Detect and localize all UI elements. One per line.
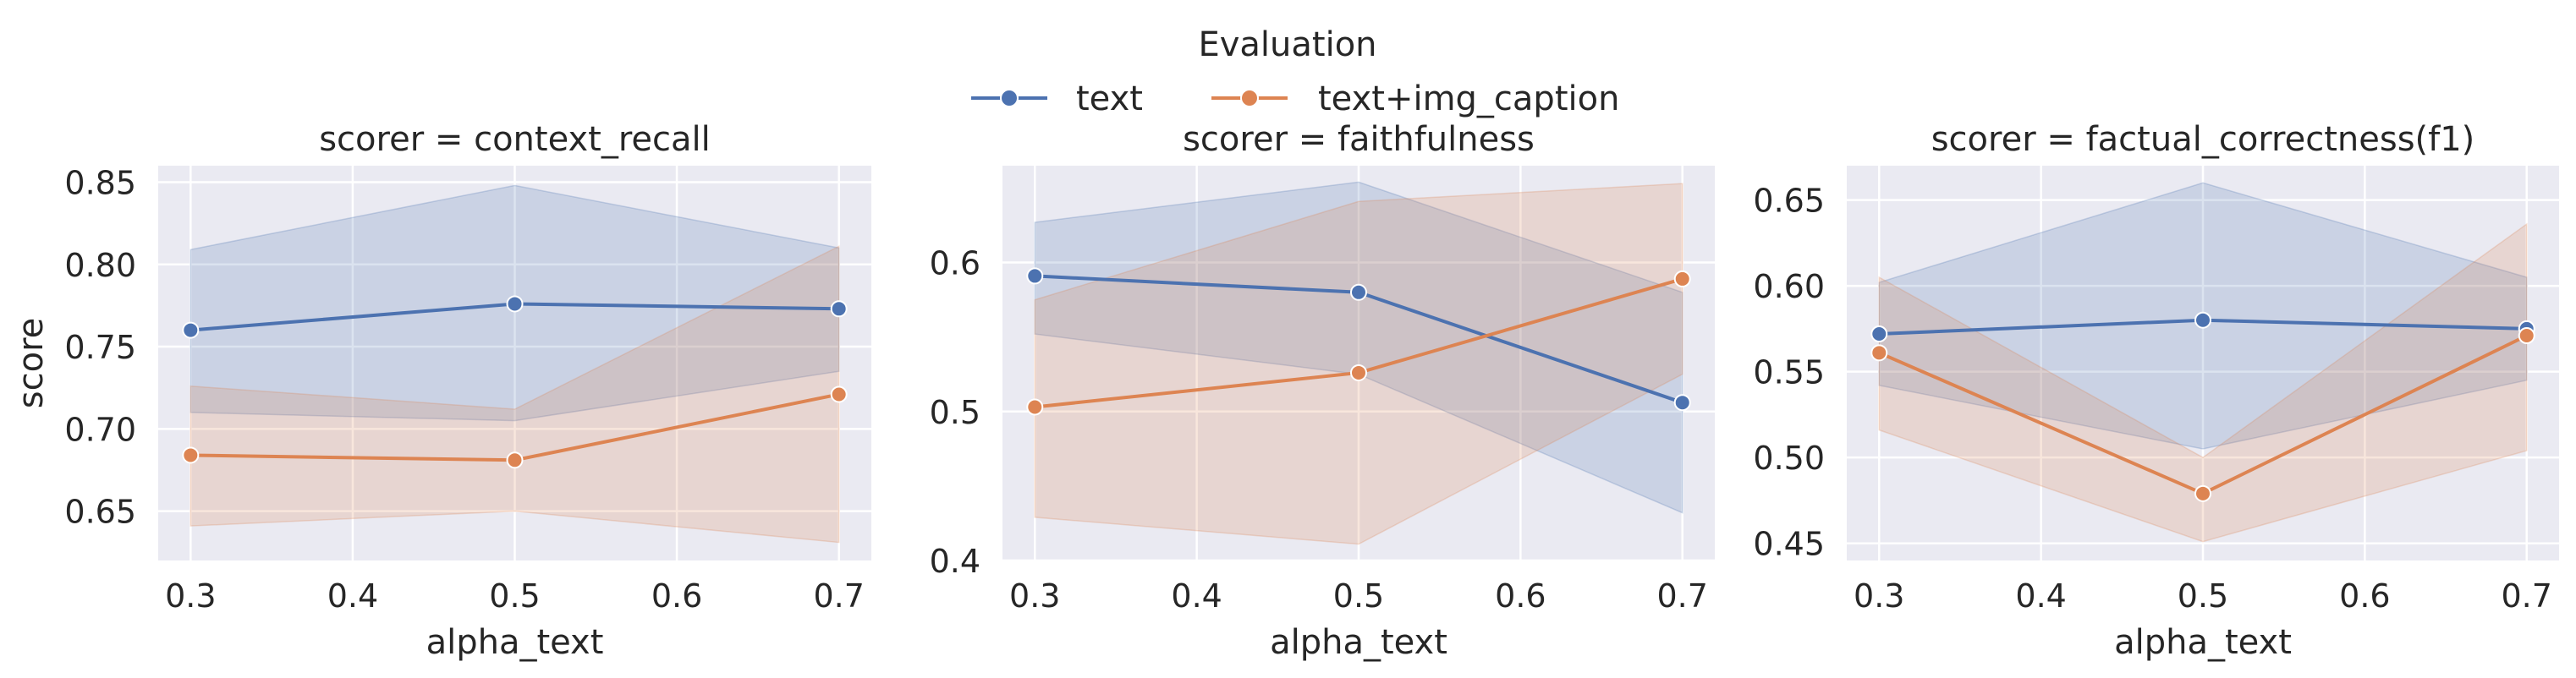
y-tick-label: 0.5 [930, 394, 980, 431]
legend-title: Evaluation [1198, 25, 1376, 64]
legend-marker [1240, 89, 1259, 107]
x-tick-label: 0.3 [1009, 577, 1060, 615]
data-point [830, 300, 848, 318]
y-tick-label: 0.4 [930, 543, 980, 580]
grid [158, 166, 871, 560]
y-tick-label: 0.70 [64, 411, 136, 448]
x-tick-label: 0.7 [2502, 577, 2552, 615]
data-point [1350, 364, 1367, 381]
x-tick-label: 0.4 [2015, 577, 2066, 615]
y-tick-label: 0.50 [1753, 440, 1825, 477]
legend-entries: text text+img_caption [971, 79, 1619, 118]
x-tick-label: 0.5 [1333, 577, 1384, 615]
x-axis-label: alpha_text [426, 623, 604, 662]
facet-title: scorer = factual_correctness(f1) [1931, 120, 2475, 159]
data-point [182, 446, 200, 464]
x-tick-label: 0.4 [327, 577, 378, 615]
legend-entry: text+img_caption [1211, 79, 1619, 118]
data-point [2194, 484, 2211, 502]
x-tick-label: 0.5 [489, 577, 540, 615]
y-tick-label: 0.45 [1753, 526, 1825, 563]
y-axis-label: score [12, 318, 51, 408]
x-axis-label: alpha_text [2114, 623, 2292, 662]
legend-marker [1000, 89, 1019, 107]
data-point [2194, 311, 2211, 329]
grid [1847, 166, 2559, 560]
x-tick-label: 0.6 [1495, 577, 1546, 615]
data-point [1026, 267, 1044, 285]
y-tick-label: 0.65 [1753, 183, 1825, 220]
facet-title: scorer = faithfulness [1183, 120, 1535, 159]
facet-3: 0.3 0.4 0.5 0.6 0.7 0.45 0.50 0.55 0.60 0.65 alpha… [1753, 120, 2559, 662]
y-tick-label: 0.80 [64, 247, 136, 284]
data-point [182, 321, 200, 339]
data-point [1026, 398, 1044, 416]
ci-band-text-img-caption [1034, 183, 1683, 545]
y-tick-label: 0.60 [1753, 268, 1825, 305]
data-point [1673, 394, 1691, 412]
data-point [2518, 327, 2535, 345]
legend-label: text+img_caption [1318, 79, 1619, 118]
x-tick-label: 0.5 [2178, 577, 2228, 615]
x-tick-label: 0.6 [651, 577, 702, 615]
data-point [506, 295, 524, 313]
facet-2: 0.3 0.4 0.5 0.6 0.7 0.4 0.5 0.6 alpha_text scorer… [930, 120, 1715, 662]
data-point [1870, 344, 1888, 362]
ci-band-text-img-caption [189, 245, 840, 544]
data-point [1870, 325, 1888, 342]
data-point [506, 451, 524, 469]
data-point [1673, 270, 1691, 287]
legend-entry: text [971, 79, 1143, 118]
data-point [1350, 283, 1367, 301]
x-axis-label: alpha_text [1270, 623, 1447, 662]
y-tick-label: 0.75 [64, 329, 136, 366]
facet-title: scorer = context_recall [319, 120, 711, 159]
legend: Evaluation text text+img_caption [971, 25, 1619, 118]
x-tick-label: 0.7 [1657, 577, 1708, 615]
data-point [830, 385, 848, 403]
y-tick-label: 0.55 [1753, 354, 1825, 391]
x-tick-label: 0.6 [2339, 577, 2390, 615]
y-tick-label: 0.6 [930, 245, 980, 282]
x-tick-label: 0.3 [1854, 577, 1904, 615]
facet-1: 0.3 0.4 0.5 0.6 0.7 0.65 0.70 0.75 0.80 0.85 alpha… [12, 120, 871, 662]
x-tick-label: 0.3 [165, 577, 216, 615]
y-tick-label: 0.85 [64, 164, 136, 201]
facets: 0.3 0.4 0.5 0.6 0.7 0.65 0.70 0.75 0.80 0.85 alpha… [12, 120, 2559, 662]
ci-band-text [1034, 181, 1683, 514]
x-tick-label: 0.7 [813, 577, 864, 615]
legend-label: text [1076, 79, 1143, 118]
y-tick-label: 0.65 [64, 494, 136, 531]
ci-band-text-img-caption [1878, 222, 2528, 543]
x-tick-label: 0.4 [1171, 577, 1222, 615]
grid [1002, 166, 1715, 562]
